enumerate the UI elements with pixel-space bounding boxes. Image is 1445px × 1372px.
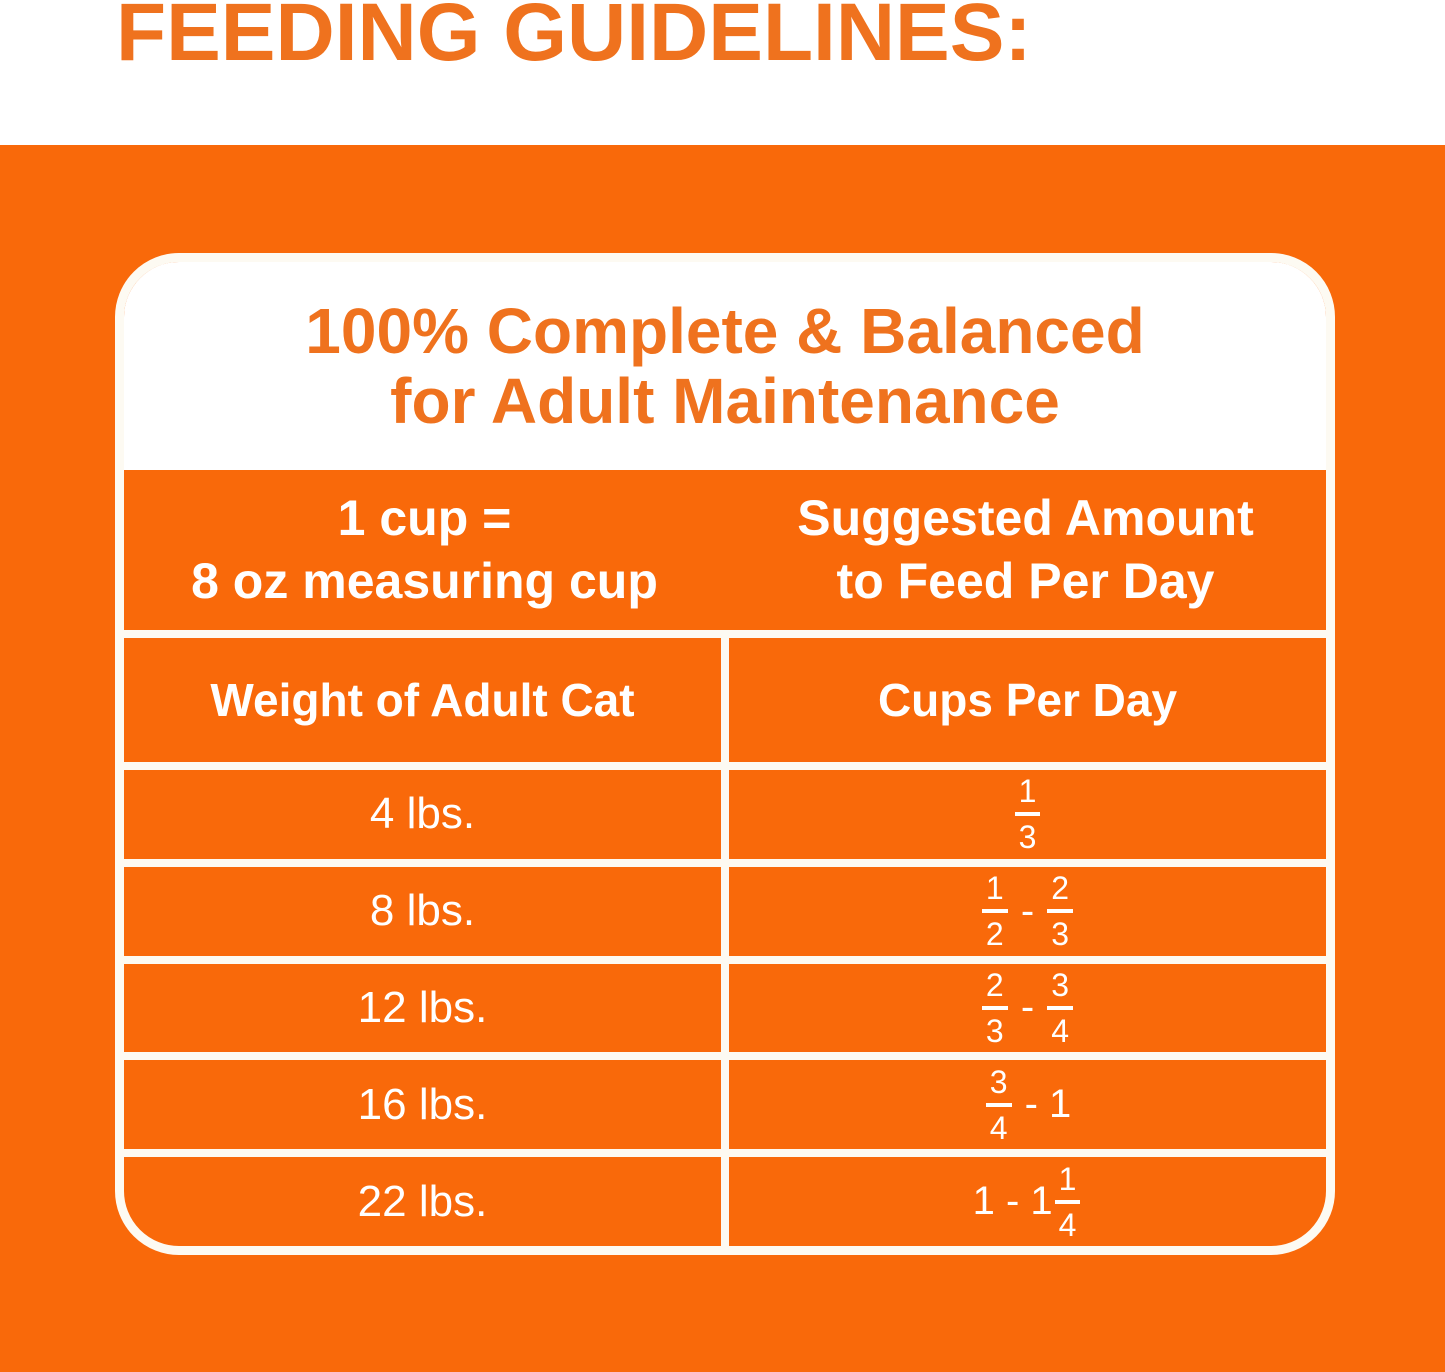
fraction-denominator: 3 bbox=[1051, 916, 1070, 953]
cups-text: - 1 bbox=[1013, 1082, 1072, 1127]
panel-heading-line2: for Adult Maintenance bbox=[390, 365, 1060, 437]
fraction-denominator: 4 bbox=[1051, 1012, 1070, 1049]
fraction-denominator: 3 bbox=[1018, 819, 1037, 856]
weight-cell: 12 lbs. bbox=[357, 982, 488, 1032]
orange-background: 100% Complete & Balanced for Adult Maint… bbox=[0, 145, 1445, 1372]
header-cell-cup-definition: 1 cup = 8 oz measuring cup bbox=[124, 470, 725, 630]
panel-heading-line1: 100% Complete & Balanced bbox=[305, 294, 1145, 367]
header-cell-suggested-amount: Suggested Amount to Feed Per Day bbox=[725, 470, 1326, 630]
fraction-denominator: 4 bbox=[989, 1109, 1008, 1146]
fraction-numerator: 2 bbox=[981, 969, 1008, 1010]
table-row: 16 lbs. 3 4 - 1 bbox=[124, 1052, 1326, 1150]
feeding-table-panel: 100% Complete & Balanced for Adult Maint… bbox=[115, 253, 1335, 1255]
header-amount-line1: Suggested Amount bbox=[797, 490, 1254, 546]
cups-text: - bbox=[1009, 888, 1046, 933]
table-header-row: 1 cup = 8 oz measuring cup Suggested Amo… bbox=[124, 470, 1326, 630]
fraction-numerator: 1 bbox=[1014, 775, 1041, 817]
column-header-cups: Cups Per Day bbox=[721, 638, 1326, 762]
fraction-denominator: 3 bbox=[985, 1012, 1004, 1049]
fraction-numerator: 3 bbox=[985, 1066, 1012, 1107]
weight-cell: 22 lbs. bbox=[357, 1176, 488, 1226]
fraction-denominator: 2 bbox=[985, 916, 1004, 953]
cups-text: - bbox=[1009, 985, 1046, 1030]
cups-text: 1 - 1 bbox=[972, 1179, 1053, 1224]
fraction-denominator: 4 bbox=[1058, 1206, 1077, 1243]
table-subheader-row: Weight of Adult Cat Cups Per Day bbox=[124, 630, 1326, 762]
panel-heading: 100% Complete & Balanced for Adult Maint… bbox=[124, 262, 1326, 470]
table-row: 4 lbs. 1 3 bbox=[124, 762, 1326, 859]
weight-cell: 8 lbs. bbox=[369, 886, 476, 936]
fraction-numerator: 1 bbox=[981, 872, 1008, 914]
weight-cell: 4 lbs. bbox=[369, 789, 476, 839]
header-cup-line1: 1 cup = bbox=[337, 490, 512, 546]
header-amount-line2: to Feed Per Day bbox=[836, 553, 1215, 609]
header-cup-line2: 8 oz measuring cup bbox=[191, 553, 658, 609]
fraction-numerator: 2 bbox=[1047, 872, 1074, 914]
fraction-numerator: 3 bbox=[1047, 969, 1074, 1010]
page-title: FEEDING GUIDELINES: bbox=[116, 0, 1032, 78]
column-header-weight: Weight of Adult Cat bbox=[210, 674, 635, 726]
weight-cell: 16 lbs. bbox=[357, 1079, 488, 1129]
fraction-numerator: 1 bbox=[1054, 1163, 1081, 1204]
